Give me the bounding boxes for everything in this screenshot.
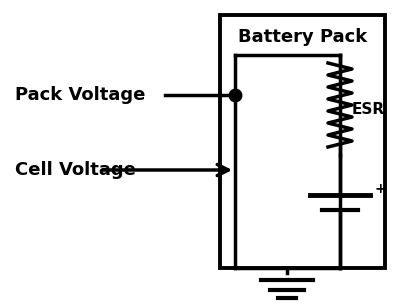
- Text: Cell Voltage: Cell Voltage: [15, 161, 136, 179]
- Text: ESR: ESR: [352, 102, 385, 117]
- Text: +: +: [375, 182, 387, 196]
- Text: Pack Voltage: Pack Voltage: [15, 86, 145, 104]
- Text: Battery Pack: Battery Pack: [238, 28, 367, 46]
- Bar: [220, 15, 385, 268]
